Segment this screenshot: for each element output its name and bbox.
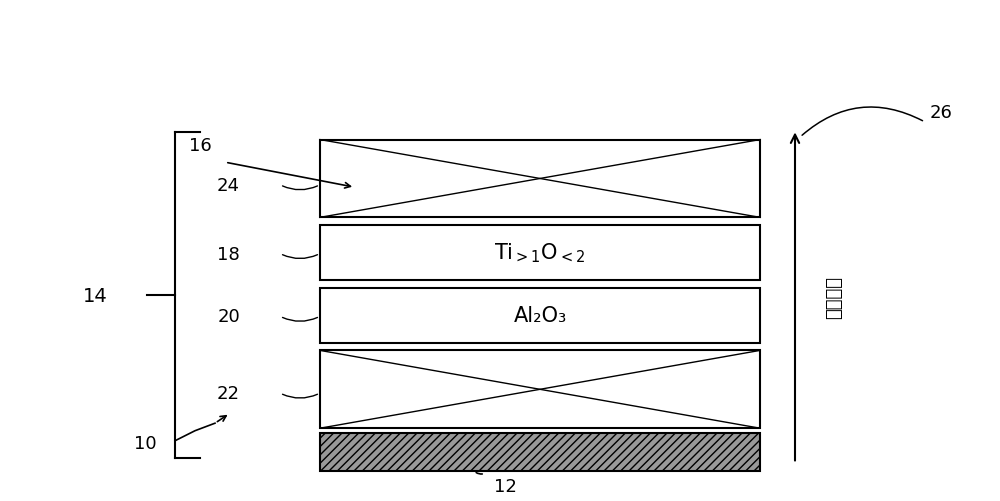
Text: 18: 18: [217, 245, 240, 263]
Text: 12: 12: [494, 477, 516, 495]
Text: 10: 10: [134, 434, 156, 452]
Text: 工艺顺序: 工艺顺序: [825, 276, 843, 318]
Text: 22: 22: [217, 384, 240, 402]
Text: 16: 16: [189, 136, 211, 154]
Bar: [320, 351, 760, 428]
Text: 26: 26: [930, 104, 953, 122]
Text: 24: 24: [217, 176, 240, 194]
Text: Al₂O₃: Al₂O₃: [513, 306, 567, 326]
Bar: [320, 140, 760, 218]
Text: Ti$_{>1}$O$_{<2}$: Ti$_{>1}$O$_{<2}$: [494, 241, 586, 265]
Text: 14: 14: [83, 286, 107, 305]
Bar: [320, 288, 760, 343]
Bar: [320, 433, 760, 471]
Bar: [320, 225, 760, 281]
Text: 20: 20: [217, 308, 240, 326]
